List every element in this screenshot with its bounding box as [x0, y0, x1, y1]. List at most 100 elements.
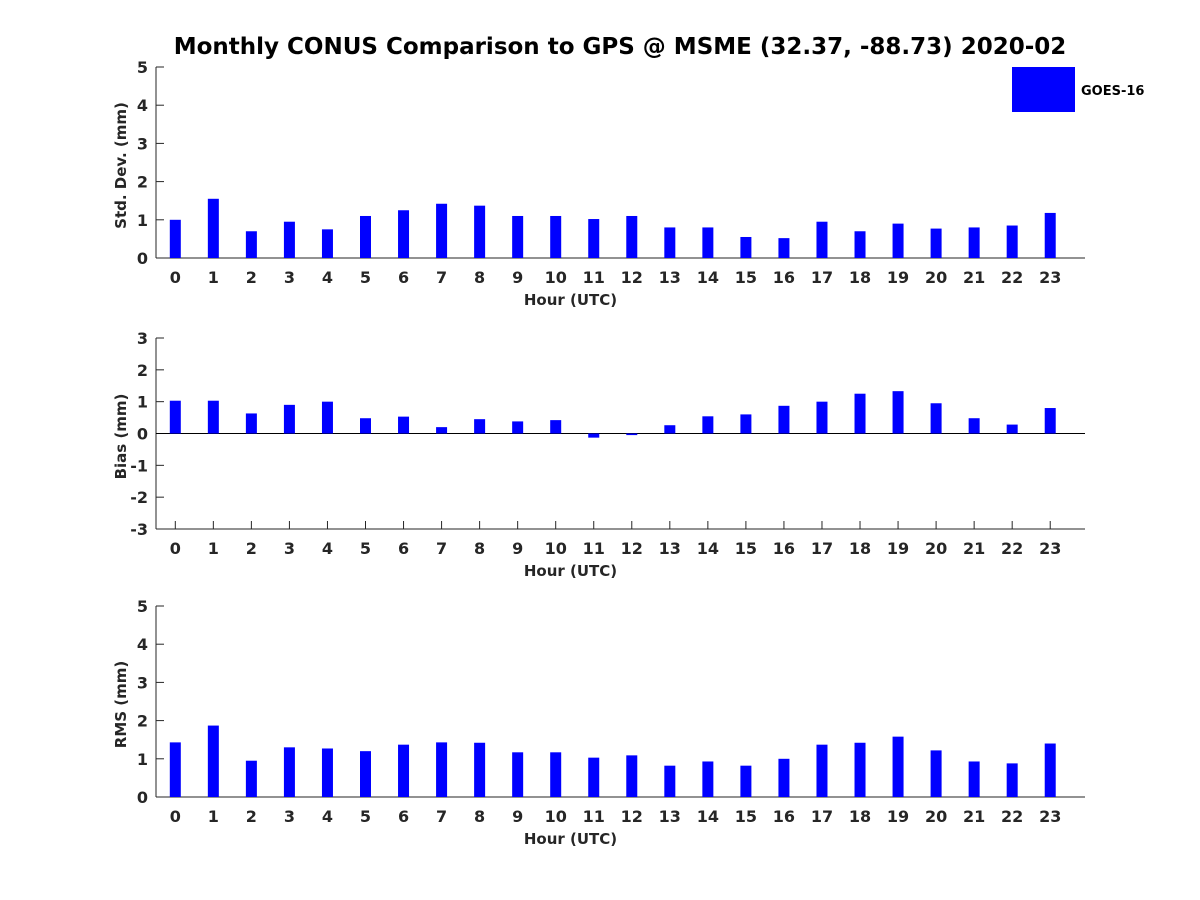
bias-y-tick-label: 3	[137, 329, 148, 348]
std-dev-x-tick-label: 20	[925, 268, 947, 287]
bias-x-tick-label: 10	[545, 539, 567, 558]
std-dev-x-tick-label: 4	[322, 268, 333, 287]
rms-bar	[855, 743, 866, 797]
bias-x-tick-label: 3	[284, 539, 295, 558]
bias-x-tick-label: 15	[735, 539, 757, 558]
std-dev-x-tick-label: 0	[170, 268, 181, 287]
rms-y-tick-label: 1	[137, 750, 148, 769]
bias-bar	[322, 402, 333, 434]
rms-bar	[284, 747, 295, 797]
rms-bar	[740, 766, 751, 797]
bias-bar	[474, 419, 485, 433]
std-dev-bar	[588, 219, 599, 258]
std-dev-bar	[664, 227, 675, 258]
rms-x-tick-label: 18	[849, 807, 871, 826]
std-dev-x-tick-label: 7	[436, 268, 447, 287]
bias-bar	[1007, 425, 1018, 434]
std-dev-bar	[360, 216, 371, 258]
std-dev-x-tick-label: 14	[697, 268, 719, 287]
bias-x-tick-label: 5	[360, 539, 371, 558]
std-dev-x-axis-label: Hour (UTC)	[524, 291, 617, 309]
std-dev-bar	[931, 229, 942, 258]
std-dev-y-axis-label: Std. Dev. (mm)	[112, 102, 130, 229]
rms-x-tick-label: 17	[811, 807, 833, 826]
bias-bar	[626, 434, 637, 436]
rms-x-tick-label: 11	[583, 807, 605, 826]
bias-bar	[284, 405, 295, 434]
std-dev-x-tick-label: 1	[208, 268, 219, 287]
bias-bar	[170, 401, 181, 434]
std-dev-bar	[284, 222, 295, 258]
std-dev-x-tick-label: 19	[887, 268, 909, 287]
rms-x-tick-label: 8	[474, 807, 485, 826]
rms-bar	[208, 726, 219, 797]
bias-x-tick-label: 18	[849, 539, 871, 558]
rms-y-axis-label: RMS (mm)	[112, 661, 130, 748]
std-dev-bar	[550, 216, 561, 258]
std-dev-x-tick-label: 3	[284, 268, 295, 287]
bias-bar	[208, 401, 219, 434]
bias-x-tick-label: 13	[659, 539, 681, 558]
legend-swatch	[1012, 67, 1075, 112]
rms-x-tick-label: 20	[925, 807, 947, 826]
bias-bar	[588, 434, 599, 438]
bias-x-axis-label: Hour (UTC)	[524, 562, 617, 580]
rms-x-tick-label: 6	[398, 807, 409, 826]
std-dev-x-tick-label: 13	[659, 268, 681, 287]
std-dev-x-tick-label: 22	[1001, 268, 1023, 287]
bias-x-tick-label: 23	[1039, 539, 1061, 558]
bias-bar	[931, 403, 942, 433]
rms-x-tick-label: 12	[621, 807, 643, 826]
rms-bar	[626, 755, 637, 797]
bias-x-tick-label: 16	[773, 539, 795, 558]
bias-bar	[246, 413, 257, 433]
rms-x-tick-label: 22	[1001, 807, 1023, 826]
rms-bar	[322, 748, 333, 797]
std-dev-x-tick-label: 21	[963, 268, 985, 287]
bias-y-tick-label: 1	[137, 393, 148, 412]
rms-x-tick-label: 4	[322, 807, 333, 826]
std-dev-bar	[778, 238, 789, 258]
rms-x-axis-label: Hour (UTC)	[524, 830, 617, 848]
std-dev-bar	[1045, 213, 1056, 258]
std-dev-x-tick-label: 11	[583, 268, 605, 287]
rms-bar	[816, 745, 827, 797]
rms-bar	[246, 761, 257, 797]
bias-x-tick-label: 1	[208, 539, 219, 558]
rms-bar	[931, 750, 942, 797]
rms-x-tick-label: 5	[360, 807, 371, 826]
rms-bar	[474, 743, 485, 797]
bias-x-tick-label: 12	[621, 539, 643, 558]
bias-bar	[664, 425, 675, 433]
bias-y-tick-label: -1	[130, 456, 148, 475]
rms-x-tick-label: 19	[887, 807, 909, 826]
bias-bar	[893, 391, 904, 433]
rms-y-tick-label: 3	[137, 673, 148, 692]
std-dev-x-tick-label: 17	[811, 268, 833, 287]
std-dev-x-tick-label: 23	[1039, 268, 1061, 287]
bias-bar	[969, 418, 980, 433]
rms-bar	[360, 751, 371, 797]
std-dev-x-tick-label: 2	[246, 268, 257, 287]
rms-bar	[778, 759, 789, 797]
std-dev-y-tick-label: 3	[137, 134, 148, 153]
rms-bar	[1007, 763, 1018, 797]
std-dev-bar	[1007, 226, 1018, 258]
rms-x-tick-label: 9	[512, 807, 523, 826]
std-dev-bar	[512, 216, 523, 258]
rms-x-tick-label: 15	[735, 807, 757, 826]
bias-bar	[360, 418, 371, 433]
rms-bar	[969, 761, 980, 797]
rms-x-tick-label: 2	[246, 807, 257, 826]
bias-bar	[740, 414, 751, 433]
bias-y-axis-label: Bias (mm)	[112, 394, 130, 480]
rms-bar	[170, 742, 181, 797]
bias-x-tick-label: 19	[887, 539, 909, 558]
rms-y-tick-label: 5	[137, 597, 148, 616]
legend-label: GOES-16	[1081, 84, 1144, 99]
std-dev-x-tick-label: 15	[735, 268, 757, 287]
rms-x-tick-label: 13	[659, 807, 681, 826]
std-dev-bar	[893, 224, 904, 258]
rms-bar	[1045, 744, 1056, 797]
